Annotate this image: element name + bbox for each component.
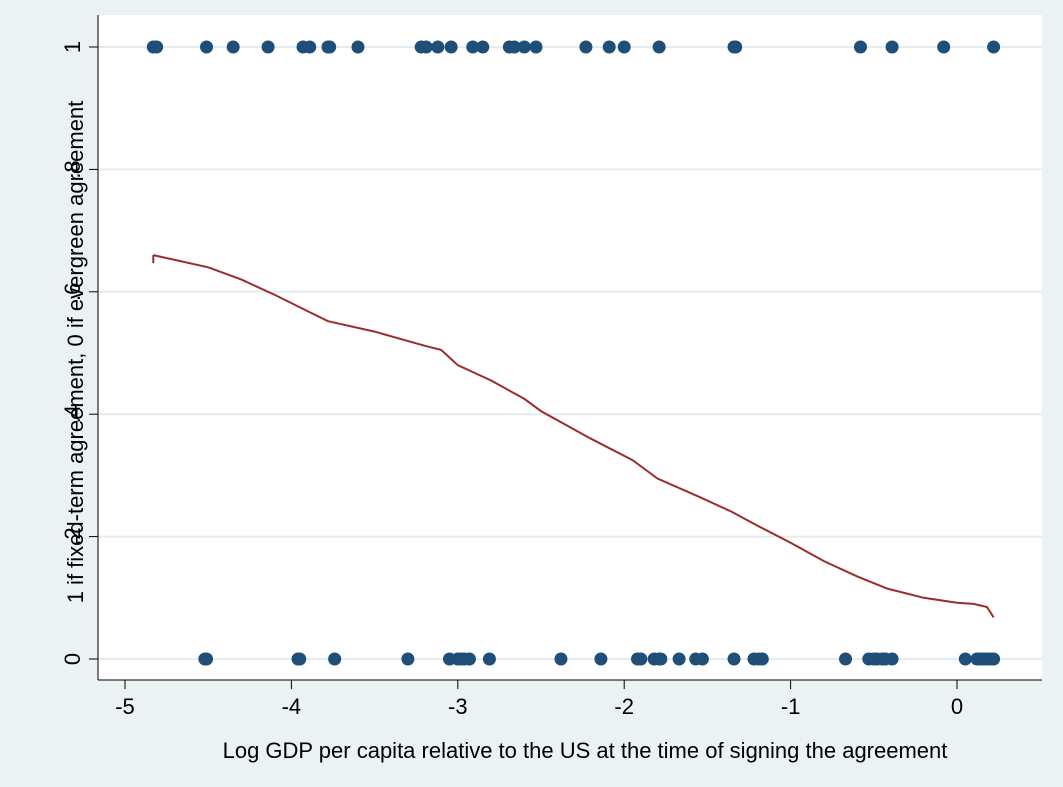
data-point-y1-1 [150,40,164,54]
data-point-y1-6 [303,40,317,54]
x-ticks: -5 -4 -3 -2 -1 0 [115,680,963,719]
data-point-y1-21 [602,40,616,54]
data-point-y1-18 [517,40,531,54]
data-point-y1-25 [729,40,743,54]
data-point-y0-13 [594,652,608,666]
data-point-y0-26 [839,652,853,666]
data-point-y0-4 [328,652,342,666]
data-point-y1-8 [323,40,337,54]
data-point-y1-14 [466,40,480,54]
data-point-y1-12 [431,40,445,54]
y-axis-label: 1 if fixed-term agreement, 0 if evergree… [63,101,88,604]
data-point-y1-19 [529,40,543,54]
data-point-y0-3 [293,652,307,666]
data-point-y0-32 [885,652,899,666]
data-point-y0-12 [554,652,568,666]
data-point-y1-28 [937,40,951,54]
data-point-y0-39 [987,652,1001,666]
y-tick-label-3: .6 [60,283,85,301]
x-tick-label-2: -3 [448,694,468,719]
data-point-y1-22 [617,40,631,54]
data-point-y1-11 [419,40,433,54]
x-tick-label-5: 0 [951,694,963,719]
x-tick-label-1: -4 [282,694,302,719]
data-point-y1-27 [885,40,899,54]
data-point-y0-22 [727,652,741,666]
plot-area [98,15,1042,680]
data-point-y1-17 [507,40,521,54]
data-point-y0-11 [482,652,496,666]
data-point-y1-4 [261,40,275,54]
data-point-y1-23 [652,40,666,54]
data-point-y1-13 [444,40,458,54]
axes [97,15,1042,681]
x-tick-label-4: -1 [781,694,801,719]
y-tick-label-0: 0 [60,653,85,665]
data-point-y1-29 [987,40,1001,54]
data-point-y0-25 [755,652,769,666]
data-point-y0-1 [200,652,214,666]
data-point-y1-2 [200,40,214,54]
y-tick-label-4: .8 [60,160,85,178]
x-tick-label-0: -5 [115,694,135,719]
data-point-y1-3 [226,40,240,54]
data-point-y1-20 [579,40,593,54]
data-point-y0-10 [462,652,476,666]
data-point-y0-18 [654,652,668,666]
data-point-y0-5 [401,652,415,666]
data-point-y0-15 [634,652,648,666]
data-point-y0-33 [958,652,972,666]
data-point-y1-9 [351,40,365,54]
fit-line [153,254,995,618]
data-points [146,40,1001,666]
y-tick-label-2: .4 [60,405,85,423]
data-point-y0-19 [672,652,686,666]
data-point-y0-21 [695,652,709,666]
data-point-y1-15 [476,40,490,54]
y-ticks: 0 .2 .4 .6 .8 1 [60,41,98,665]
data-point-y1-26 [853,40,867,54]
y-tick-label-5: 1 [60,41,85,53]
y-tick-label-1: .2 [60,527,85,545]
x-axis-label: Log GDP per capita relative to the US at… [223,738,948,763]
fit-line-group [152,254,995,618]
x-tick-label-3: -2 [614,694,634,719]
